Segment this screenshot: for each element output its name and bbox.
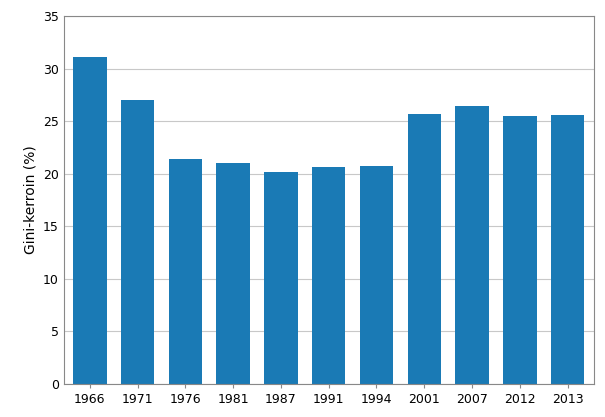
Bar <box>456 106 489 384</box>
Bar <box>503 116 537 384</box>
Bar <box>169 159 202 384</box>
Bar <box>312 167 345 384</box>
Bar <box>360 166 393 384</box>
Y-axis label: Gini-kerroin (%): Gini-kerroin (%) <box>23 146 38 254</box>
Bar <box>551 115 584 384</box>
Bar <box>408 114 441 384</box>
Bar <box>121 100 154 384</box>
Bar <box>73 57 106 384</box>
Bar <box>264 172 298 384</box>
Bar <box>217 163 250 384</box>
